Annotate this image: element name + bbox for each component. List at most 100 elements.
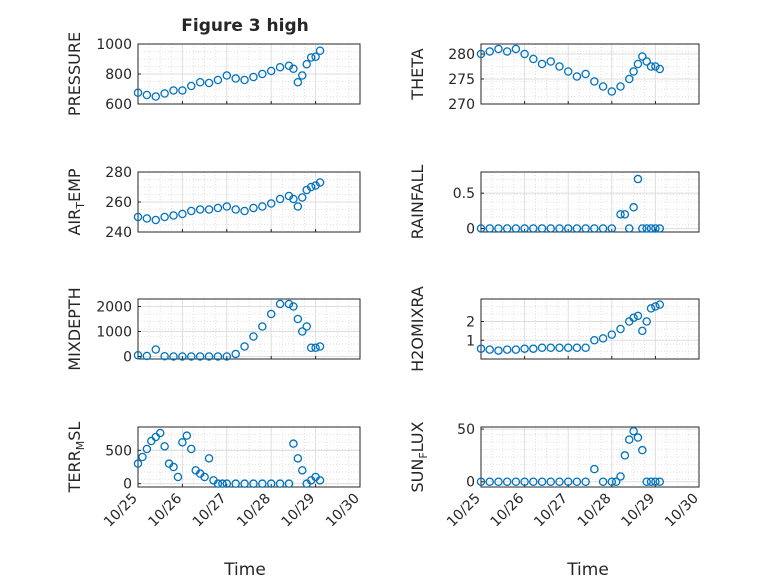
data-point — [289, 64, 298, 74]
data-point — [646, 304, 656, 313]
data-point — [204, 78, 214, 88]
data-point — [494, 44, 503, 54]
subplot-3: 240 260 280 AIRTEMP — [65, 165, 361, 241]
data-point — [502, 224, 512, 233]
data-point — [646, 62, 656, 71]
data-point — [178, 438, 187, 447]
data-point — [629, 203, 638, 212]
x-axis-label-left: Time — [223, 560, 266, 580]
data-point — [581, 343, 590, 352]
data-point — [581, 477, 590, 486]
y-tick-label: 800 — [105, 67, 132, 83]
y-tick-label: 270 — [448, 97, 475, 113]
data-point — [563, 224, 573, 233]
data-point — [624, 435, 634, 444]
data-point — [289, 439, 298, 448]
data-point — [293, 78, 303, 87]
data-point — [249, 72, 258, 82]
data-point — [315, 342, 325, 351]
data-point — [537, 224, 547, 233]
data-point — [160, 212, 169, 222]
data-point — [572, 477, 582, 486]
data-point — [494, 224, 503, 233]
data-point — [298, 193, 307, 202]
x-axis-label-right: Time — [566, 560, 609, 580]
data-point — [213, 479, 223, 488]
data-point — [231, 349, 240, 359]
data-point — [298, 327, 307, 336]
data-point — [563, 477, 573, 486]
data-point — [155, 428, 165, 438]
data-point — [266, 199, 276, 208]
data-point — [240, 479, 249, 488]
data-point — [485, 477, 494, 486]
data-point — [187, 444, 196, 454]
data-point — [133, 350, 143, 360]
data-point — [651, 477, 660, 486]
figure-title: Figure 3 high — [181, 16, 309, 36]
data-point — [178, 86, 187, 95]
y-tick-label: 1 — [466, 333, 475, 349]
data-point — [529, 477, 538, 486]
data-point — [231, 74, 240, 83]
data-point — [222, 479, 232, 488]
data-point — [231, 479, 240, 488]
data-point — [607, 477, 617, 486]
subplot-2: 270 275 280 THETA — [408, 43, 700, 113]
data-point — [222, 71, 232, 80]
y-tick-label: 50 — [457, 422, 475, 438]
data-point — [315, 46, 325, 56]
data-point — [187, 81, 196, 91]
data-point — [306, 53, 316, 62]
data-point — [275, 299, 285, 309]
axes-box — [137, 426, 361, 488]
data-point — [638, 52, 647, 61]
data-point — [266, 66, 276, 76]
data-point — [213, 352, 223, 361]
axes-box — [480, 298, 700, 360]
data-point — [195, 205, 205, 214]
data-point — [572, 72, 582, 81]
axes-box — [137, 298, 361, 360]
y-tick-label: 0 — [466, 475, 475, 491]
data-point — [302, 60, 311, 69]
data-point — [151, 345, 161, 354]
data-point — [476, 224, 486, 233]
data-point — [511, 224, 521, 233]
data-point — [651, 224, 660, 233]
data-point — [195, 78, 205, 87]
data-point — [590, 464, 599, 474]
data-point — [142, 351, 152, 361]
data-point — [590, 77, 599, 86]
data-point — [537, 343, 547, 352]
data-point — [284, 479, 294, 488]
data-point — [173, 472, 183, 482]
data-point — [306, 343, 316, 352]
data-point — [200, 472, 209, 482]
data-point — [611, 477, 621, 486]
data-point — [511, 345, 521, 354]
y-tick-label: 275 — [448, 72, 475, 88]
data-point — [213, 203, 223, 213]
data-point — [555, 477, 564, 486]
data-point — [633, 311, 643, 321]
data-point — [546, 477, 556, 486]
y-tick-label: 0 — [123, 350, 132, 366]
data-point — [638, 445, 647, 455]
data-point — [476, 49, 486, 59]
data-point — [651, 302, 660, 311]
data-point — [620, 210, 630, 219]
data-point — [485, 47, 494, 56]
data-point — [178, 209, 187, 219]
data-point — [138, 452, 147, 462]
y-axis-label: RAINFALL — [408, 165, 427, 240]
y-tick-label: 1000 — [96, 325, 132, 341]
y-tick-label: 0.5 — [453, 186, 475, 202]
data-point — [529, 54, 538, 64]
data-point — [581, 69, 590, 79]
data-point — [142, 214, 152, 223]
data-point — [537, 477, 547, 486]
data-point — [555, 224, 564, 233]
data-point — [231, 205, 240, 214]
